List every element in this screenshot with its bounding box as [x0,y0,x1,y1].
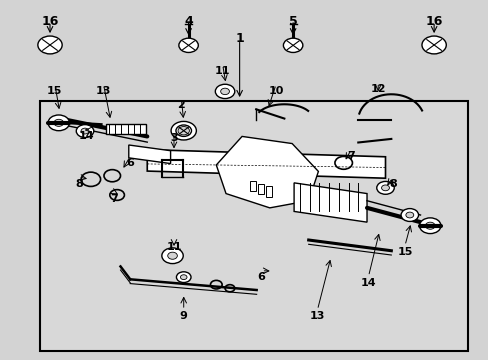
Text: 11: 11 [166,242,182,252]
Circle shape [54,119,63,126]
Polygon shape [258,184,264,194]
Text: 4: 4 [184,14,193,27]
Text: 11: 11 [214,66,230,76]
Text: 8: 8 [75,179,83,189]
Circle shape [162,248,183,264]
Circle shape [405,212,413,218]
Circle shape [381,185,388,191]
Text: 7: 7 [347,151,355,161]
Circle shape [180,275,186,280]
Text: 3: 3 [170,133,178,143]
Text: 8: 8 [388,179,396,189]
Circle shape [215,84,234,99]
Circle shape [48,115,69,131]
Circle shape [220,88,229,95]
Text: 9: 9 [180,311,187,321]
Circle shape [178,126,189,135]
Circle shape [376,181,393,194]
Text: 7: 7 [110,194,118,203]
Circle shape [425,222,434,229]
Circle shape [400,208,418,221]
Text: 5: 5 [288,14,297,27]
Text: 10: 10 [268,86,283,96]
Text: 6: 6 [257,272,265,282]
Circle shape [81,128,89,134]
Text: 1: 1 [235,32,244,45]
FancyBboxPatch shape [40,102,467,351]
Text: 14: 14 [79,131,94,141]
Circle shape [176,125,191,136]
Text: 2: 2 [177,100,185,110]
Circle shape [38,36,62,54]
Polygon shape [265,186,271,197]
Polygon shape [147,150,385,178]
Circle shape [421,36,446,54]
FancyBboxPatch shape [106,124,145,134]
Text: 16: 16 [425,14,442,27]
Circle shape [76,125,94,138]
Polygon shape [293,183,366,222]
Circle shape [167,252,177,259]
Circle shape [176,272,191,283]
Text: 13: 13 [309,311,325,321]
Circle shape [283,38,302,53]
Text: 15: 15 [47,86,62,96]
Text: 12: 12 [370,84,385,94]
Polygon shape [250,181,256,192]
Text: 14: 14 [360,278,376,288]
Circle shape [179,38,198,53]
Text: 6: 6 [126,158,134,168]
Text: 13: 13 [96,86,111,96]
Circle shape [419,218,440,234]
Text: 16: 16 [41,14,59,27]
Circle shape [171,121,196,140]
Polygon shape [128,145,170,163]
Text: 15: 15 [396,247,412,257]
Polygon shape [216,136,318,208]
